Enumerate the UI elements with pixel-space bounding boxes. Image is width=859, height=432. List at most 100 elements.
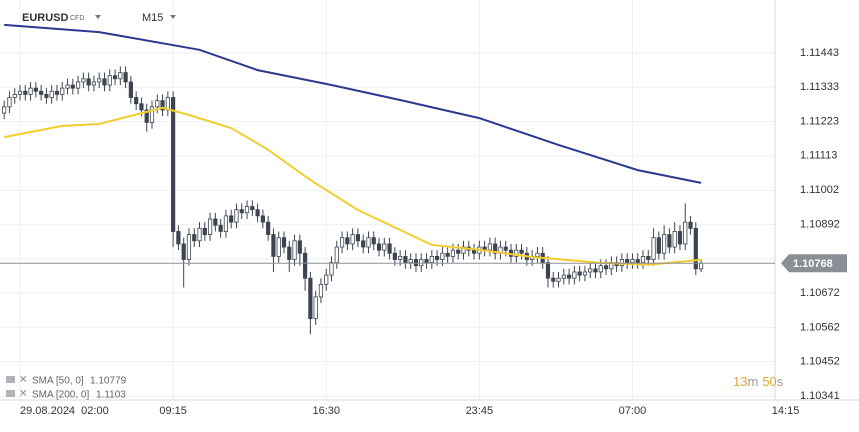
x-tick-label: 23:45 (466, 405, 494, 417)
candle-body (471, 249, 477, 254)
candle-body (128, 81, 133, 98)
candle-body (424, 259, 429, 264)
x-tick-label: 09:15 (159, 405, 187, 417)
instrument: CFD (70, 15, 84, 22)
candle-body (160, 100, 165, 111)
candle-body (107, 75, 112, 86)
candle-body (376, 243, 382, 251)
candle-body (403, 255, 408, 264)
candle-body (672, 231, 677, 248)
candle-body (683, 221, 688, 245)
candle-body (698, 262, 704, 270)
candle-body (297, 240, 302, 254)
symbol[interactable]: EURUSD (22, 12, 69, 24)
candle-body (33, 87, 38, 92)
candle-body (503, 246, 508, 251)
legend-icon[interactable] (6, 376, 15, 383)
candle-body (60, 87, 65, 95)
grid: 1.11443 1.11333 1.11223 1.11113 1.11002 1.108… (0, 0, 840, 417)
candle-body (139, 103, 144, 111)
candle-body (561, 274, 566, 279)
candle-body (382, 243, 387, 251)
candle-body (171, 97, 176, 232)
candle-body (667, 234, 672, 248)
candle-body (619, 259, 624, 267)
candle-body (303, 252, 308, 279)
candle-body (493, 243, 498, 254)
candle-body (435, 255, 440, 260)
timer-unit: m (747, 374, 758, 389)
candle-body (12, 93, 17, 98)
candle-body (292, 240, 297, 260)
y-tick-label: 1.11443 (800, 47, 839, 59)
y-tick-label: 1.10562 (800, 321, 840, 333)
candle-body (345, 237, 350, 245)
candle-body (118, 72, 123, 80)
x-tick-label: 16:30 (312, 405, 340, 417)
candle-body (635, 259, 640, 264)
x-tick-label: 14:15 (772, 405, 800, 417)
candle-body (688, 221, 693, 229)
candle-body (519, 249, 524, 254)
candle-body (693, 227, 698, 270)
candle-body (134, 97, 139, 105)
legend-close[interactable]: ✕ (19, 375, 27, 386)
y-tick-label: 1.11223 (800, 115, 839, 127)
candle-body (577, 271, 582, 276)
candle-body (97, 78, 102, 83)
dropdown-arrow[interactable] (95, 15, 101, 19)
candle-body (181, 243, 186, 260)
candle-body (70, 84, 75, 89)
candle-body (23, 90, 28, 95)
candle-body (646, 255, 651, 260)
legend-icon[interactable] (6, 390, 15, 397)
candle-body (271, 234, 276, 257)
candle-body (535, 252, 540, 257)
interval[interactable]: M15 (142, 12, 163, 24)
candle-body (545, 262, 551, 279)
candle-body (155, 100, 160, 108)
candle-body (81, 78, 86, 83)
timer-minutes: 13 (733, 374, 747, 389)
candle-body (625, 259, 630, 264)
candle-body (355, 234, 361, 242)
candle-body (75, 81, 81, 89)
candle-body (450, 249, 456, 257)
candle-body (318, 284, 324, 298)
candle-body (598, 265, 603, 273)
candle-body (250, 206, 255, 211)
candle-body (123, 72, 128, 83)
price-tag (781, 254, 847, 273)
candle-body (429, 255, 434, 264)
timer-unit: s (777, 374, 784, 389)
candle-body (456, 249, 461, 254)
candle-body (313, 296, 318, 320)
legend-label: SMA [200, 0] (32, 390, 89, 401)
candle-body (329, 262, 334, 276)
y-tick-label: 1.10892 (800, 219, 840, 231)
plot (2, 23, 704, 335)
candle-body (102, 78, 107, 86)
candle-body (229, 215, 234, 223)
candle-body (566, 274, 572, 279)
y-tick-label: 1.10672 (800, 287, 840, 299)
candle-body (239, 209, 244, 214)
legend-close[interactable]: ✕ (19, 389, 27, 400)
candle-body (260, 215, 265, 223)
candle-body (213, 218, 218, 226)
sma-line (4, 23, 702, 184)
candle-body (398, 255, 403, 260)
candle-body (551, 277, 556, 282)
candle-body (371, 237, 376, 245)
candle-body (350, 234, 355, 245)
dropdown-arrow[interactable] (170, 15, 176, 19)
price-label: 1.10768 (793, 258, 833, 270)
y-tick-label: 1.11113 (800, 150, 837, 162)
candle-body (266, 221, 271, 235)
candle-body (28, 87, 33, 95)
candle-body (387, 243, 392, 254)
candle-body (392, 252, 397, 260)
candle-body (244, 206, 250, 214)
y-tick-label: 1.11002 (800, 184, 839, 196)
